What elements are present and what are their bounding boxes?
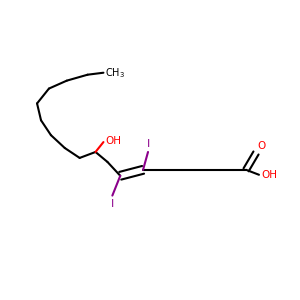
Text: CH$_3$: CH$_3$ [105, 66, 125, 80]
Text: OH: OH [261, 170, 277, 180]
Text: O: O [257, 141, 265, 151]
Text: OH: OH [105, 136, 122, 146]
Text: I: I [146, 139, 150, 149]
Text: I: I [111, 199, 114, 208]
